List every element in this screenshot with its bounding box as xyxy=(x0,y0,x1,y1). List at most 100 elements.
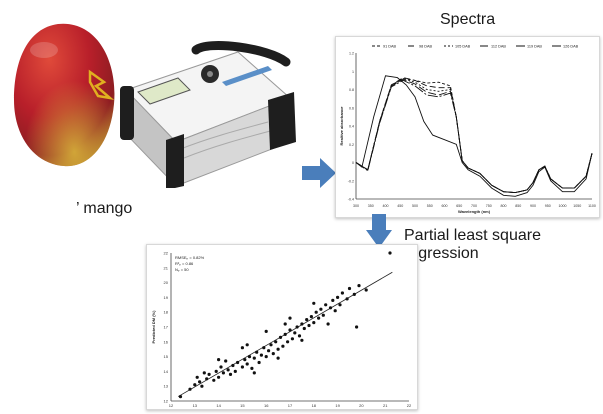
y-tick-label: 1.2 xyxy=(349,52,354,56)
data-point xyxy=(321,313,325,317)
y-tick-label: 0.6 xyxy=(349,106,354,110)
legend-label: 112 DAB xyxy=(491,45,506,49)
y-tick-label: 22 xyxy=(164,251,169,256)
spectrum-series-line xyxy=(355,77,593,194)
data-point xyxy=(221,371,225,375)
x-tick-label: 20 xyxy=(359,403,364,408)
data-point xyxy=(245,362,249,366)
data-point xyxy=(198,380,202,384)
x-tick-label: 500 xyxy=(412,204,418,208)
y-tick-label: 13 xyxy=(164,384,169,389)
arrow-down-icon xyxy=(366,214,392,248)
data-point xyxy=(252,371,256,375)
x-tick-label: 950 xyxy=(545,204,551,208)
regression-label: Partial least square regression xyxy=(404,227,541,262)
data-point xyxy=(300,338,304,342)
data-point xyxy=(336,295,340,299)
data-point xyxy=(340,291,344,295)
data-point xyxy=(317,316,321,320)
y-tick-label: 14 xyxy=(164,369,169,374)
y-tick-label: 0 xyxy=(352,161,354,165)
data-point xyxy=(283,322,287,326)
data-point xyxy=(276,356,280,360)
x-tick-label: 400 xyxy=(383,204,389,208)
data-point xyxy=(314,310,318,314)
data-point xyxy=(231,363,235,368)
data-point xyxy=(269,343,273,347)
stats-line: RMSEₚ = 0.82% xyxy=(175,255,205,260)
regression-chart: 12 13 14 15 16 17 18 19 20 21 22 12 13 14 15 16 17 18 19 20… xyxy=(151,251,412,409)
data-point xyxy=(259,353,263,357)
data-point xyxy=(193,383,197,387)
x-tick-label: 12 xyxy=(169,403,174,408)
x-tick-label: 650 xyxy=(456,204,462,208)
x-tick-label: 700 xyxy=(471,204,477,208)
data-point xyxy=(300,322,304,326)
data-point xyxy=(257,360,261,365)
y-tick-label: 0.2 xyxy=(349,143,354,147)
data-point xyxy=(297,334,302,338)
data-point xyxy=(233,369,237,373)
legend-label: 105 DAB xyxy=(455,45,471,49)
x-tick-label: 750 xyxy=(486,204,492,208)
mango-image xyxy=(14,23,115,167)
data-point xyxy=(352,292,356,296)
data-point xyxy=(267,349,271,353)
mango-label: ’ mango xyxy=(76,200,133,217)
x-tick-label: 900 xyxy=(530,204,536,208)
y-tick-label: 0.4 xyxy=(349,125,354,129)
data-point xyxy=(219,365,223,369)
y-tick-label: 18 xyxy=(164,310,169,315)
data-point xyxy=(309,315,313,319)
data-point xyxy=(264,329,268,333)
data-point xyxy=(236,360,240,365)
data-point xyxy=(255,350,259,354)
x-tick-label: 19 xyxy=(335,403,340,408)
y-tick-label: 20 xyxy=(164,280,169,285)
y-tick-label: 1 xyxy=(352,70,354,74)
stats-line: R²ₚ = 0.86 xyxy=(175,261,194,266)
data-point xyxy=(338,303,342,307)
data-point xyxy=(224,359,228,363)
data-point xyxy=(281,344,285,348)
x-tick-label: 1100 xyxy=(588,204,596,208)
data-point xyxy=(250,366,254,370)
x-tick-label: 550 xyxy=(427,204,433,208)
x-tick-label: 14 xyxy=(216,403,221,408)
data-point xyxy=(288,328,292,332)
data-point xyxy=(355,325,359,329)
x-tick-label: 800 xyxy=(501,204,507,208)
data-point xyxy=(195,375,199,379)
x-tick-label: 15 xyxy=(240,403,245,408)
arrow-right-icon xyxy=(302,158,336,188)
data-point xyxy=(319,307,323,311)
y-tick-label: 0.8 xyxy=(349,88,354,92)
spectrum-series-line xyxy=(355,79,593,194)
stats-line: Nₚ = 50 xyxy=(175,267,189,272)
data-point xyxy=(357,284,361,288)
legend-label: 119 DAB xyxy=(527,45,542,49)
data-point xyxy=(212,378,216,382)
y-tick-label: 12 xyxy=(164,399,169,404)
data-point xyxy=(288,316,292,320)
data-point xyxy=(178,395,183,399)
data-point xyxy=(331,298,335,302)
y-tick-label: 16 xyxy=(164,339,169,344)
x-tick-label: 450 xyxy=(397,204,403,208)
y-tick-label: 19 xyxy=(164,295,169,300)
data-point xyxy=(276,347,280,351)
data-point xyxy=(333,309,337,313)
x-tick-label: 13 xyxy=(193,403,198,408)
data-point xyxy=(188,387,192,391)
data-point xyxy=(217,375,221,379)
scan-point-icon xyxy=(88,69,115,100)
legend-label: 98 DAB xyxy=(419,45,433,49)
y-axis-label: Predicted DM (%) xyxy=(151,310,156,344)
data-point xyxy=(347,286,352,291)
data-point xyxy=(200,384,204,388)
x-tick-label: 350 xyxy=(368,204,374,208)
x-tick-label: 22 xyxy=(407,403,412,408)
data-point xyxy=(312,301,316,305)
data-point xyxy=(286,340,290,344)
data-point xyxy=(388,251,392,255)
